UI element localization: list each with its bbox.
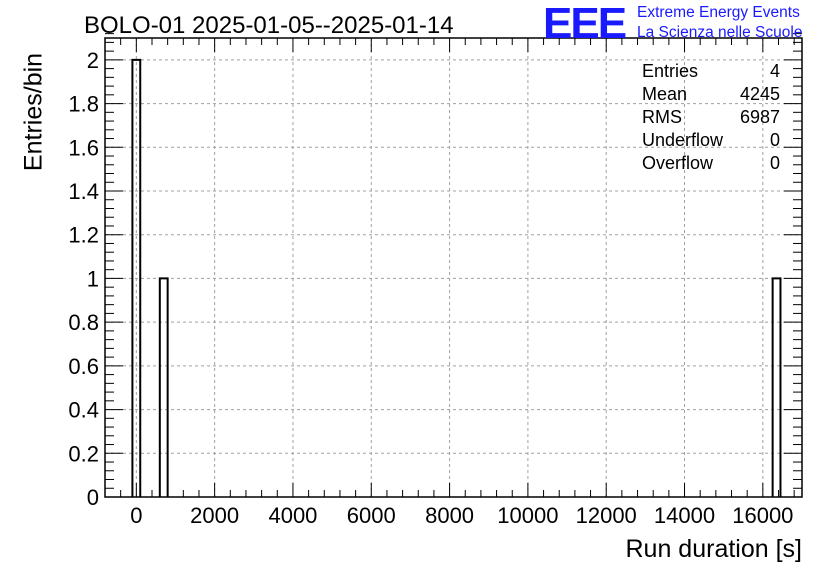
grid-lines [105,38,802,498]
stats-row-mean: Mean 4245 [642,83,780,106]
plot-frame [104,37,803,498]
stats-label: Overflow [642,153,714,173]
stats-value: 6987 [739,107,780,127]
x-tick-label: 6000 [347,503,396,528]
stats-value: 0 [769,130,780,150]
y-tick-label: 1.8 [68,92,99,117]
stats-value: 0 [769,153,780,173]
y-tick-label: 1.4 [68,179,99,204]
x-tick-label: 8000 [425,503,474,528]
stats-value: 4245 [739,84,780,104]
axes [104,33,803,498]
histogram-bars [131,58,782,497]
y-tick-label: 0 [87,485,99,510]
logo-line-2: La Scienza nelle Scuole [637,24,803,41]
x-tick-label: 16000 [732,503,793,528]
stats-box: Entries 4 Mean 4245 RMS 6987 Underflow 0… [642,60,780,175]
stats-label: RMS [642,107,682,127]
stats-label: Underflow [642,130,724,150]
stats-value: 4 [769,61,780,81]
tick-labels: 0 2000 4000 6000 8000 10000 12000 14000 16000 0 0.… [68,48,793,528]
y-tick-label: 0.8 [68,310,99,335]
x-tick-label: 10000 [497,503,558,528]
x-tick-label: 2000 [190,503,239,528]
stats-row-rms: RMS 6987 [642,106,780,129]
stats-label: Mean [642,84,688,104]
x-axis-label: Run duration [s] [625,535,803,563]
x-tick-label: 0 [130,503,142,528]
y-tick-label: 1 [87,266,99,291]
histogram-bar [771,277,782,497]
eee-logo-text: Extreme Energy Events La Scienza nelle S… [637,3,802,43]
y-axis-label: Entries/bin [19,52,48,172]
y-tick-label: 2 [87,48,99,73]
x-tick-label: 12000 [576,503,637,528]
y-tick-label: 1.6 [68,135,99,160]
histogram-bar [131,58,142,497]
x-tick-label: 14000 [654,503,715,528]
chart-title: BOLO-01 2025-01-05--2025-01-14 [84,12,454,39]
stats-label: Entries [642,61,699,81]
stats-row-underflow: Underflow 0 [642,129,780,152]
y-tick-label: 0.2 [68,441,99,466]
stats-row-overflow: Overflow 0 [642,152,780,175]
logo-line-1: Extreme Energy Events [637,4,800,21]
histogram-bar [158,277,169,497]
x-tick-label: 4000 [268,503,317,528]
y-tick-label: 0.6 [68,354,99,379]
y-tick-label: 0.4 [68,398,99,423]
y-tick-label: 1.2 [68,223,99,248]
stats-row-entries: Entries 4 [642,60,780,83]
eee-logo: EEE [543,0,627,48]
